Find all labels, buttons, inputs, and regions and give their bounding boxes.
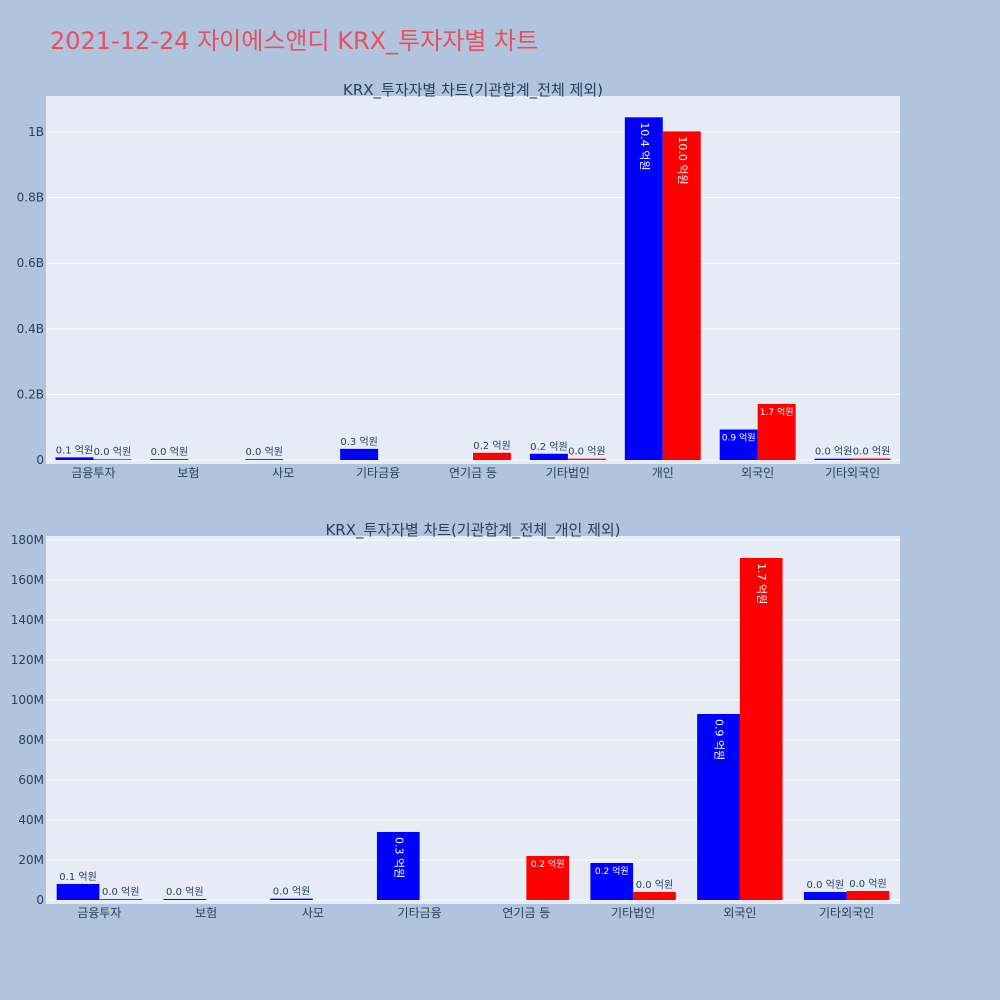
bar-value-label: 0.0 억원	[849, 878, 886, 890]
y-tick-label: 0.6B	[17, 256, 44, 270]
chart-excluding-institution-total: 0 0.2B 0.4B 0.6B 0.8B 1B KRX_투자자별 차트(기관합계_전체 제…	[17, 81, 900, 480]
buy-bar	[803, 892, 847, 900]
bar-value-label: 0.0 억원	[166, 886, 203, 898]
x-tick-label: 보험	[177, 466, 199, 480]
sell-bar	[526, 856, 570, 900]
bar-value-label: 0.2 억원	[530, 441, 567, 453]
x-tick-label: 금융투자	[77, 906, 121, 920]
x-tick-label: 기타법인	[546, 466, 590, 480]
y-tick-label: 20M	[18, 853, 44, 867]
y-tick-label: 40M	[18, 813, 44, 827]
bar-value-label: 10.4 억원	[638, 122, 651, 170]
sell-bar	[757, 403, 796, 460]
sell-bar	[93, 459, 132, 460]
chart-title: KRX_투자자별 차트(기관합계_전체 제외)	[343, 81, 603, 100]
buy-bar	[270, 898, 313, 900]
sell-bar	[633, 892, 676, 900]
y-tick-label: 60M	[18, 773, 44, 787]
sell-bar	[662, 131, 701, 461]
x-tick-label: 기타금융	[356, 466, 400, 480]
bar-value-label: 0.9 억원	[722, 432, 756, 444]
bar-value-label: 0.0 억원	[273, 886, 310, 898]
x-tick-label: 외국인	[741, 466, 774, 480]
buy-bar	[245, 459, 284, 460]
x-tick-label: 보험	[195, 906, 217, 920]
x-tick-label: 기타금융	[398, 906, 442, 920]
y-tick-label: 1B	[28, 125, 44, 139]
y-tick-label: 0.8B	[17, 191, 44, 205]
y-tick-label: 180M	[11, 533, 44, 547]
y-tick-label: 0.4B	[17, 322, 44, 336]
y-tick-label: 100M	[11, 693, 44, 707]
buy-bar	[340, 448, 379, 460]
page-title: 2021-12-24 자이에스앤디 KRX_투자자별 차트	[50, 27, 538, 55]
bar-value-label: 0.3 억원	[392, 837, 405, 878]
sell-bar	[99, 899, 143, 900]
y-tick-label: 0	[36, 893, 44, 907]
x-tick-label: 기타외국인	[819, 906, 874, 920]
x-tick-label: 금융투자	[71, 466, 115, 480]
bar-value-label: 1.7 억원	[755, 563, 768, 604]
x-tick-label: 기타법인	[611, 906, 655, 920]
buy-bar	[56, 884, 100, 900]
bar-value-label: 10.0 억원	[676, 136, 689, 184]
bar-value-label: 0.0 억원	[94, 446, 131, 458]
buy-bar	[150, 459, 189, 460]
bar-value-label: 0.2 억원	[473, 440, 510, 452]
x-tick-label: 외국인	[723, 906, 756, 920]
y-tick-label: 140M	[11, 613, 44, 627]
sell-bar	[473, 452, 511, 460]
bar-value-label: 0.3 억원	[340, 436, 377, 448]
bar-value-label: 0.0 억원	[636, 879, 673, 891]
y-tick-label: 80M	[18, 733, 44, 747]
chart-excluding-institution-total-and-individual: 0 20M 40M 60M 80M 100M 120M 140M 160M 180M KRX_투자자…	[11, 521, 900, 920]
bar-value-label: 0.1 억원	[56, 444, 93, 456]
bar-value-label: 0.2 억원	[595, 865, 629, 877]
sell-bar	[739, 558, 783, 900]
buy-bar	[376, 832, 420, 900]
y-tick-label: 120M	[11, 653, 44, 667]
bar-value-label: 0.9 억원	[713, 719, 726, 760]
sell-bar	[852, 458, 891, 460]
bar-value-label: 0.0 억원	[102, 886, 139, 898]
buy-bar	[719, 429, 758, 460]
y-tick-label: 0.2B	[17, 387, 44, 401]
buy-bar	[624, 117, 663, 461]
buy-bar	[590, 863, 634, 900]
bar-value-label: 0.1 억원	[59, 871, 96, 883]
x-tick-label: 개인	[652, 466, 674, 480]
chart-title: KRX_투자자별 차트(기관합계_전체_개인 제외)	[325, 521, 620, 540]
bar-value-label: 0.0 억원	[853, 446, 890, 458]
x-tick-label: 기타외국인	[825, 466, 880, 480]
plot-area	[46, 96, 900, 464]
bar-value-label: 0.0 억원	[568, 446, 605, 458]
sell-bar	[567, 458, 606, 460]
buy-bar	[163, 899, 207, 900]
y-tick-label: 160M	[11, 573, 44, 587]
y-tick-label: 0	[36, 453, 44, 467]
bar-value-label: 0.0 억원	[815, 446, 852, 458]
bar-value-label: 0.0 억원	[807, 879, 844, 891]
x-tick-label: 사모	[272, 466, 294, 480]
buy-bar	[814, 458, 853, 460]
bar-value-label: 1.7 억원	[760, 406, 794, 418]
buy-bar	[697, 714, 740, 900]
x-tick-label: 연기금 등	[449, 466, 497, 480]
bar-value-label: 0.2 억원	[531, 858, 565, 870]
bar-value-label: 0.0 억원	[151, 446, 188, 458]
buy-bar	[55, 457, 94, 460]
x-tick-label: 연기금 등	[502, 906, 550, 920]
x-tick-label: 사모	[302, 906, 324, 920]
bar-value-label: 0.0 억원	[246, 446, 283, 458]
buy-bar	[529, 453, 568, 460]
sell-bar	[846, 891, 890, 900]
